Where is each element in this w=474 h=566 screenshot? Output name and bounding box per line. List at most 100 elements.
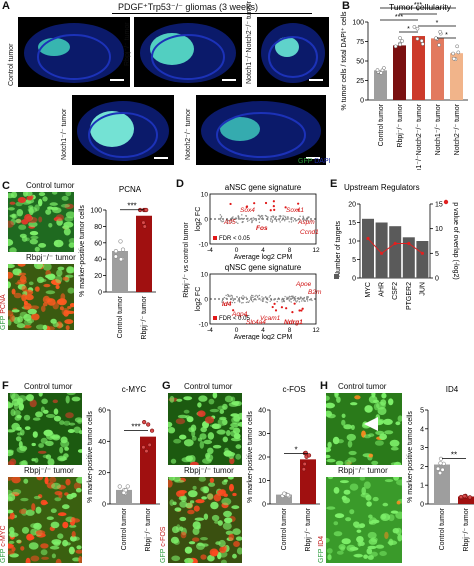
chart-f: c-MYC % marker-positive tumor cells 0 20 40 6… (87, 385, 160, 552)
data-point-significant (245, 205, 248, 209)
cell (33, 264, 44, 270)
data-point (220, 220, 222, 222)
data-point (437, 43, 441, 47)
x-tick-label: 4 (261, 327, 265, 334)
cell (38, 443, 44, 448)
cell (40, 406, 45, 413)
brain-image-control-label: Control tumor (8, 43, 15, 86)
cell (175, 418, 186, 425)
data-point (251, 220, 253, 222)
significance-label: * (445, 32, 448, 39)
cell (396, 500, 401, 505)
data-point (269, 300, 271, 302)
data-point (231, 295, 233, 297)
cell (13, 292, 22, 299)
data-point (255, 218, 257, 220)
cell (183, 439, 194, 447)
cell (230, 396, 236, 403)
data-point (247, 301, 249, 303)
data-point (118, 257, 124, 262)
bar (300, 459, 316, 504)
data-point (300, 298, 302, 300)
y-axis-label: % tumor cells / total DAPI⁺ cells (341, 11, 348, 111)
cell (40, 549, 48, 556)
cell (32, 431, 38, 438)
data-point (256, 296, 259, 298)
data-point (304, 219, 307, 221)
data-point (281, 219, 283, 221)
data-point (231, 301, 233, 304)
data-point (246, 220, 249, 222)
cell (210, 501, 219, 510)
data-point (260, 299, 262, 301)
scale-bar (154, 157, 168, 159)
x-tick-label: MYC (365, 282, 372, 298)
brain-image-rbpj-label: Rbpj⁻/⁻ tumor (124, 22, 131, 66)
y-tick-label: 4 (420, 426, 424, 433)
panel-e-letter: E (330, 178, 338, 190)
data-point-significant (253, 202, 256, 205)
cell (11, 477, 21, 484)
data-point (420, 42, 425, 46)
cell (23, 478, 29, 484)
cell (379, 433, 387, 440)
cell (23, 303, 32, 310)
x-tick-label: Control tumor (121, 507, 128, 550)
cell (396, 479, 402, 486)
y-tick-label: 80 (94, 224, 102, 231)
cell (19, 509, 27, 514)
cell (25, 294, 34, 301)
panel-h-letter: H (320, 380, 328, 392)
cell (75, 487, 82, 493)
cell (62, 521, 69, 529)
micro-f-control (8, 393, 82, 465)
data-point (238, 218, 240, 220)
data-point (306, 220, 308, 222)
data-point (141, 220, 146, 225)
data-point (455, 44, 460, 49)
micro-h-rbpj (326, 477, 402, 563)
cell (35, 411, 43, 418)
data-point (278, 215, 281, 217)
cell (199, 441, 204, 449)
legend-swatch-line (443, 199, 449, 205)
cell (8, 271, 14, 279)
chart-title: ID4 (446, 385, 459, 394)
cell (174, 507, 182, 512)
cell (53, 415, 62, 422)
cell (388, 514, 395, 522)
cell (25, 198, 35, 204)
data-point (306, 300, 309, 302)
cell (195, 499, 205, 504)
cell (67, 306, 72, 309)
cell (184, 546, 193, 554)
data-point (299, 215, 301, 218)
cell (67, 266, 74, 274)
x-tick-label: CSF2 (392, 282, 399, 300)
cell (236, 547, 242, 555)
data-point (226, 222, 228, 225)
brain-image-notch2-label: Notch2⁻/⁻ tumor (185, 108, 192, 160)
y-axis-label: % marker-positive tumor cells (407, 411, 414, 503)
data-point-significant (232, 309, 235, 312)
cell (340, 546, 345, 552)
cell (184, 557, 194, 563)
cell (178, 496, 186, 501)
cell (205, 454, 214, 462)
cell (335, 460, 344, 465)
data-point (267, 299, 269, 301)
cell (221, 497, 232, 506)
cell (62, 504, 70, 510)
data-point (260, 215, 262, 218)
cell (336, 396, 341, 403)
gene-label: Vcam1 (260, 315, 281, 322)
cell (40, 499, 48, 506)
cell (8, 264, 15, 269)
cell (66, 393, 76, 396)
gene-label: Aspm (297, 219, 315, 226)
cell (31, 313, 40, 321)
cell (8, 401, 11, 409)
data-point (125, 484, 130, 489)
panel-c-img-top-label: Control tumor (26, 181, 75, 190)
cell (208, 398, 215, 405)
